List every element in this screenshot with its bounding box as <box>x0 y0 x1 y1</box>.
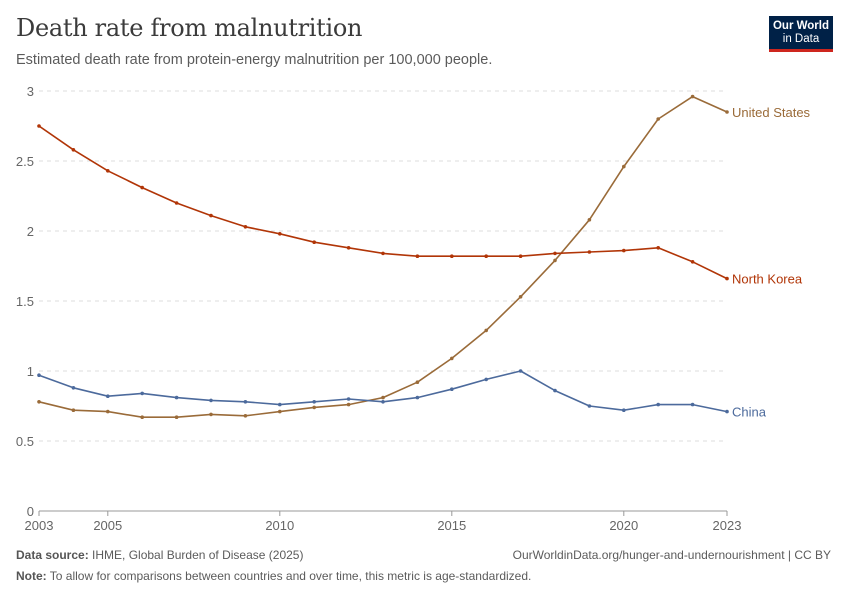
data-point-china <box>484 377 489 382</box>
data-source: Data source: IHME, Global Burden of Dise… <box>16 548 303 562</box>
data-point-united-states <box>312 405 317 410</box>
data-point-north-korea <box>174 201 179 205</box>
y-tick-label: 2 <box>27 224 34 239</box>
data-point-north-korea <box>381 251 385 256</box>
y-tick-label: 2.5 <box>16 154 34 169</box>
data-point-united-states <box>243 414 248 418</box>
data-point-north-korea <box>312 240 317 244</box>
data-point-china <box>140 391 144 396</box>
source-url-link[interactable]: OurWorldinData.org/hunger-and-undernouri… <box>512 548 831 562</box>
data-point-china <box>725 409 729 414</box>
series-label-north-korea: North Korea <box>732 272 803 287</box>
data-point-china <box>622 408 626 413</box>
logo-line-1: Our World <box>772 20 829 32</box>
x-tick-label: 2010 <box>265 518 294 533</box>
chart-title: Death rate from malnutrition <box>16 14 363 42</box>
data-point-united-states <box>381 395 385 400</box>
data-point-united-states <box>553 258 557 263</box>
data-point-north-korea <box>656 246 660 250</box>
data-point-united-states <box>37 400 41 404</box>
data-point-china <box>71 386 76 390</box>
data-point-north-korea <box>278 232 282 236</box>
x-tick-label: 2015 <box>437 518 466 533</box>
data-point-north-korea <box>450 254 454 258</box>
data-point-china <box>381 400 385 404</box>
data-point-north-korea <box>622 248 626 253</box>
data-point-north-korea <box>37 124 41 128</box>
data-point-united-states <box>71 408 76 413</box>
data-point-united-states <box>106 409 110 414</box>
data-point-north-korea <box>140 185 144 190</box>
data-point-united-states <box>209 412 213 417</box>
data-point-united-states <box>278 409 282 414</box>
y-tick-label: 0.5 <box>16 434 34 449</box>
y-tick-label: 1.5 <box>16 294 34 309</box>
data-point-china <box>450 387 454 392</box>
x-tick-label: 2023 <box>713 518 742 533</box>
data-point-north-korea <box>725 276 729 281</box>
y-tick-label: 3 <box>27 84 34 99</box>
series-label-china: China <box>732 405 767 420</box>
chart-subtitle: Estimated death rate from protein-energy… <box>16 52 493 68</box>
data-point-china <box>690 402 695 407</box>
data-source-label: Data source: <box>16 548 89 562</box>
data-point-united-states <box>656 117 660 121</box>
data-point-united-states <box>622 164 626 169</box>
data-point-north-korea <box>243 225 248 229</box>
data-point-china <box>174 395 179 400</box>
data-point-china <box>553 388 557 393</box>
data-point-china <box>656 402 660 407</box>
x-tick-label: 2005 <box>93 518 122 533</box>
y-tick-label: 0 <box>27 504 34 519</box>
data-point-north-korea <box>587 250 592 254</box>
data-point-north-korea <box>415 254 420 258</box>
line-chart: 0 0.5 1 1.5 2 2.5 3 2003 2005 2010 2015 2020 2023 Uni… <box>16 84 811 533</box>
x-tick-label: 2003 <box>25 518 54 533</box>
data-point-united-states <box>450 356 454 361</box>
series-line-china <box>38 370 728 413</box>
data-point-north-korea <box>518 254 523 258</box>
y-tick-label: 1 <box>27 364 34 379</box>
data-point-china <box>106 394 110 399</box>
data-point-china <box>518 369 523 373</box>
series-label-united-states: United States <box>732 105 811 120</box>
data-point-china <box>312 400 317 404</box>
data-point-china <box>587 404 592 408</box>
data-point-united-states <box>725 110 729 114</box>
data-point-china <box>278 402 282 407</box>
data-point-united-states <box>518 295 523 299</box>
data-point-united-states <box>690 94 695 99</box>
note-label: Note: <box>16 569 47 583</box>
series-line-united-states <box>38 95 728 419</box>
data-point-china <box>37 373 41 378</box>
data-point-north-korea <box>106 169 110 173</box>
series-line-north-korea <box>38 125 728 280</box>
data-source-text[interactable]: IHME, Global Burden of Disease (2025) <box>88 548 304 562</box>
data-point-north-korea <box>209 213 213 218</box>
data-point-north-korea <box>346 246 351 250</box>
data-point-north-korea <box>484 254 489 258</box>
data-point-united-states <box>174 415 179 420</box>
note-text: To allow for comparisons between countri… <box>46 569 532 583</box>
data-point-north-korea <box>553 251 557 256</box>
data-point-united-states <box>140 415 144 420</box>
data-point-united-states <box>484 328 489 333</box>
data-point-north-korea <box>71 148 76 152</box>
logo-line-2: in Data <box>782 33 820 45</box>
x-tick-label: 2020 <box>609 518 638 533</box>
data-point-china <box>415 395 420 400</box>
chart-note: Note: To allow for comparisons between c… <box>16 569 531 583</box>
data-point-united-states <box>587 218 592 222</box>
data-point-united-states <box>346 402 351 407</box>
owid-logo[interactable]: Our World in Data <box>769 16 833 52</box>
data-point-north-korea <box>690 260 695 264</box>
data-point-united-states <box>415 380 420 385</box>
data-point-china <box>209 398 213 403</box>
data-point-china <box>346 397 351 401</box>
data-point-china <box>243 400 248 404</box>
